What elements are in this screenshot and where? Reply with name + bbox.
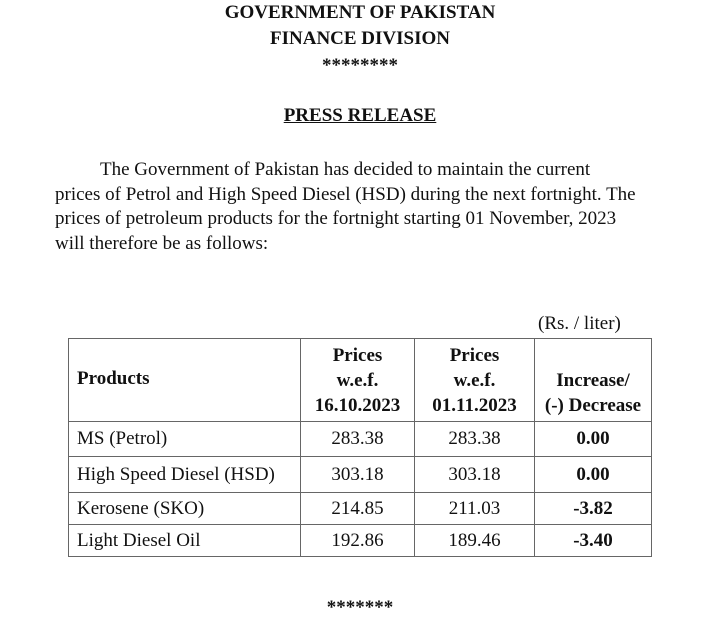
cell-old: 214.85	[300, 492, 415, 525]
cell-product: MS (Petrol)	[68, 421, 301, 457]
table-row: Light Diesel Oil 192.86 189.46 -3.40	[68, 524, 652, 557]
h: 16.10.2023	[314, 395, 401, 416]
cell-change: -3.40	[534, 524, 652, 557]
header-government: GOVERNMENT OF PAKISTAN	[224, 2, 496, 23]
table-row: Kerosene (SKO) 214.85 211.03 -3.82	[68, 492, 652, 525]
cell-new: 283.38	[414, 421, 535, 457]
header-old-price: Prices w.e.f. 16.10.2023	[300, 338, 415, 422]
header-new-price: Prices w.e.f. 01.11.2023	[414, 338, 535, 422]
h: 01.11.2023	[432, 395, 517, 416]
h: (-) Decrease	[544, 395, 642, 416]
cell-new: 189.46	[414, 524, 535, 557]
cell-product: High Speed Diesel (HSD)	[68, 456, 301, 493]
footer-stars: *******	[326, 597, 394, 618]
page-title: PRESS RELEASE	[283, 105, 437, 126]
header-products: Products	[68, 338, 301, 422]
table-header-row: Products Prices w.e.f. 16.10.2023 Prices w.…	[68, 338, 652, 422]
cell-old: 192.86	[300, 524, 415, 557]
paragraph-line: will therefore be as follows:	[55, 233, 269, 255]
table-row: High Speed Diesel (HSD) 303.18 303.18 0.00	[68, 456, 652, 493]
header-division: FINANCE DIVISION	[270, 28, 450, 49]
header-stars: ********	[322, 55, 398, 76]
cell-old: 303.18	[300, 456, 415, 493]
paragraph-line: The Government of Pakistan has decided t…	[100, 159, 591, 180]
table-row: MS (Petrol) 283.38 283.38 0.00	[68, 421, 652, 457]
cell-change: -3.82	[534, 492, 652, 525]
price-table: Products Prices w.e.f. 16.10.2023 Prices w.…	[68, 338, 652, 557]
paragraph-line: prices of petroleum products for the for…	[55, 208, 617, 230]
title-wrap: PRESS RELEASE	[0, 105, 720, 127]
h: Prices	[332, 345, 383, 366]
cell-change: 0.00	[534, 421, 652, 457]
h: w.e.f.	[336, 370, 379, 391]
h: Increase/	[556, 370, 630, 391]
cell-product: Kerosene (SKO)	[68, 492, 301, 525]
header-change: Increase/ (-) Decrease	[534, 338, 652, 422]
cell-new: 211.03	[414, 492, 535, 525]
body-paragraph: The Government of Pakistan has decided t…	[55, 158, 670, 257]
cell-product: Light Diesel Oil	[68, 524, 301, 557]
paragraph-line: prices of Petrol and High Speed Diesel (…	[55, 183, 636, 205]
h: Prices	[449, 345, 500, 366]
h: w.e.f.	[453, 370, 496, 391]
unit-label: (Rs. / liter)	[538, 313, 621, 334]
cell-change: 0.00	[534, 456, 652, 493]
cell-new: 303.18	[414, 456, 535, 493]
cell-old: 283.38	[300, 421, 415, 457]
